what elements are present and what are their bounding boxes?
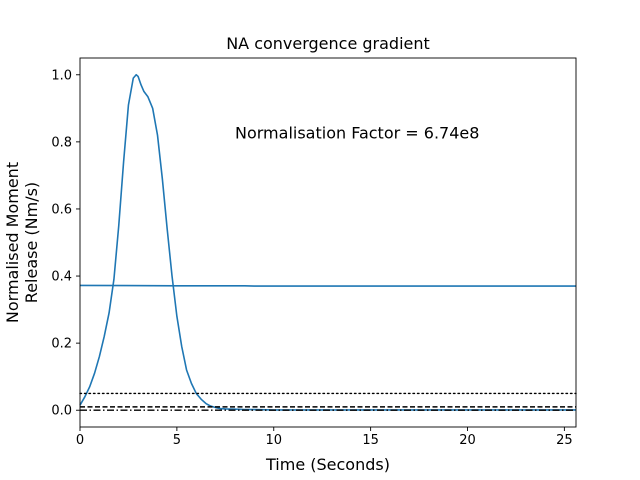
annotation-layer: Normalisation Factor = 6.74e8 — [235, 124, 479, 143]
x-tick-label: 20 — [459, 433, 476, 448]
series-layer — [79, 73, 577, 411]
chart-title: NA convergence gradient — [226, 34, 430, 53]
y-axis-title: Normalised Moment Release (Nm/s) — [3, 162, 41, 323]
x-tick-label: 10 — [265, 433, 282, 448]
y-tick-label: 0.6 — [51, 202, 72, 217]
annotation-text: Normalisation Factor = 6.74e8 — [235, 124, 479, 143]
y-tick-label: 0.0 — [51, 404, 72, 419]
x-tick-label: 0 — [76, 433, 84, 448]
x-axis: 0 5 10 15 20 25 — [76, 427, 573, 448]
x-tick-label: 5 — [173, 433, 181, 448]
y-axis-title-line: Release (Nm/s) — [22, 182, 41, 303]
y-tick-label: 0.4 — [51, 270, 72, 285]
x-axis-title: Time (Seconds) — [265, 455, 390, 474]
y-axis: 0.0 0.2 0.4 0.6 0.8 1.0 — [51, 68, 80, 419]
y-axis-title-line: Normalised Moment — [3, 162, 22, 323]
y-tick-label: 0.8 — [51, 135, 72, 150]
y-tick-label: 1.0 — [51, 68, 72, 83]
y-tick-label: 0.2 — [51, 337, 72, 352]
x-tick-label: 25 — [556, 433, 573, 448]
plot-frame — [79, 57, 577, 428]
series-line-1 — [79, 284, 576, 287]
x-tick-label: 15 — [362, 433, 379, 448]
series-line-0 — [79, 73, 576, 411]
